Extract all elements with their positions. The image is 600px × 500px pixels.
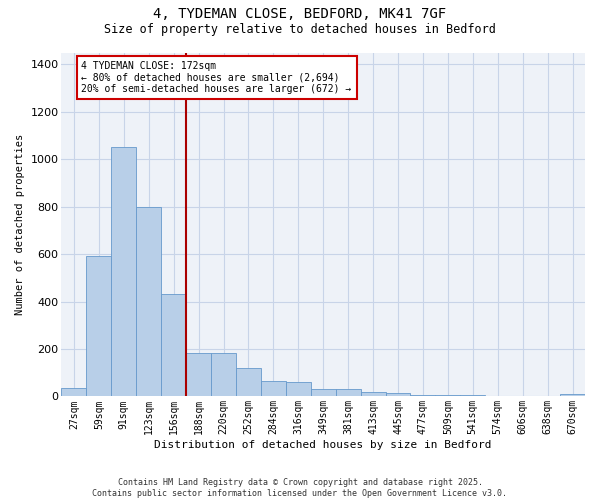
- Bar: [61, 388, 86, 396]
- Bar: [386, 393, 410, 396]
- Bar: [161, 294, 186, 396]
- Bar: [560, 394, 585, 396]
- Bar: [335, 390, 361, 396]
- Text: 4, TYDEMAN CLOSE, BEDFORD, MK41 7GF: 4, TYDEMAN CLOSE, BEDFORD, MK41 7GF: [154, 8, 446, 22]
- Text: Size of property relative to detached houses in Bedford: Size of property relative to detached ho…: [104, 22, 496, 36]
- Bar: [211, 352, 236, 397]
- Bar: [436, 395, 460, 396]
- Bar: [186, 352, 211, 397]
- Bar: [311, 390, 335, 396]
- Y-axis label: Number of detached properties: Number of detached properties: [15, 134, 25, 315]
- Bar: [136, 206, 161, 396]
- Bar: [286, 382, 311, 396]
- Bar: [361, 392, 386, 396]
- Bar: [86, 256, 112, 396]
- Bar: [112, 148, 136, 396]
- X-axis label: Distribution of detached houses by size in Bedford: Distribution of detached houses by size …: [154, 440, 492, 450]
- Text: Contains HM Land Registry data © Crown copyright and database right 2025.
Contai: Contains HM Land Registry data © Crown c…: [92, 478, 508, 498]
- Text: 4 TYDEMAN CLOSE: 172sqm
← 80% of detached houses are smaller (2,694)
20% of semi: 4 TYDEMAN CLOSE: 172sqm ← 80% of detache…: [82, 61, 352, 94]
- Bar: [236, 368, 261, 396]
- Bar: [410, 394, 436, 396]
- Bar: [261, 381, 286, 396]
